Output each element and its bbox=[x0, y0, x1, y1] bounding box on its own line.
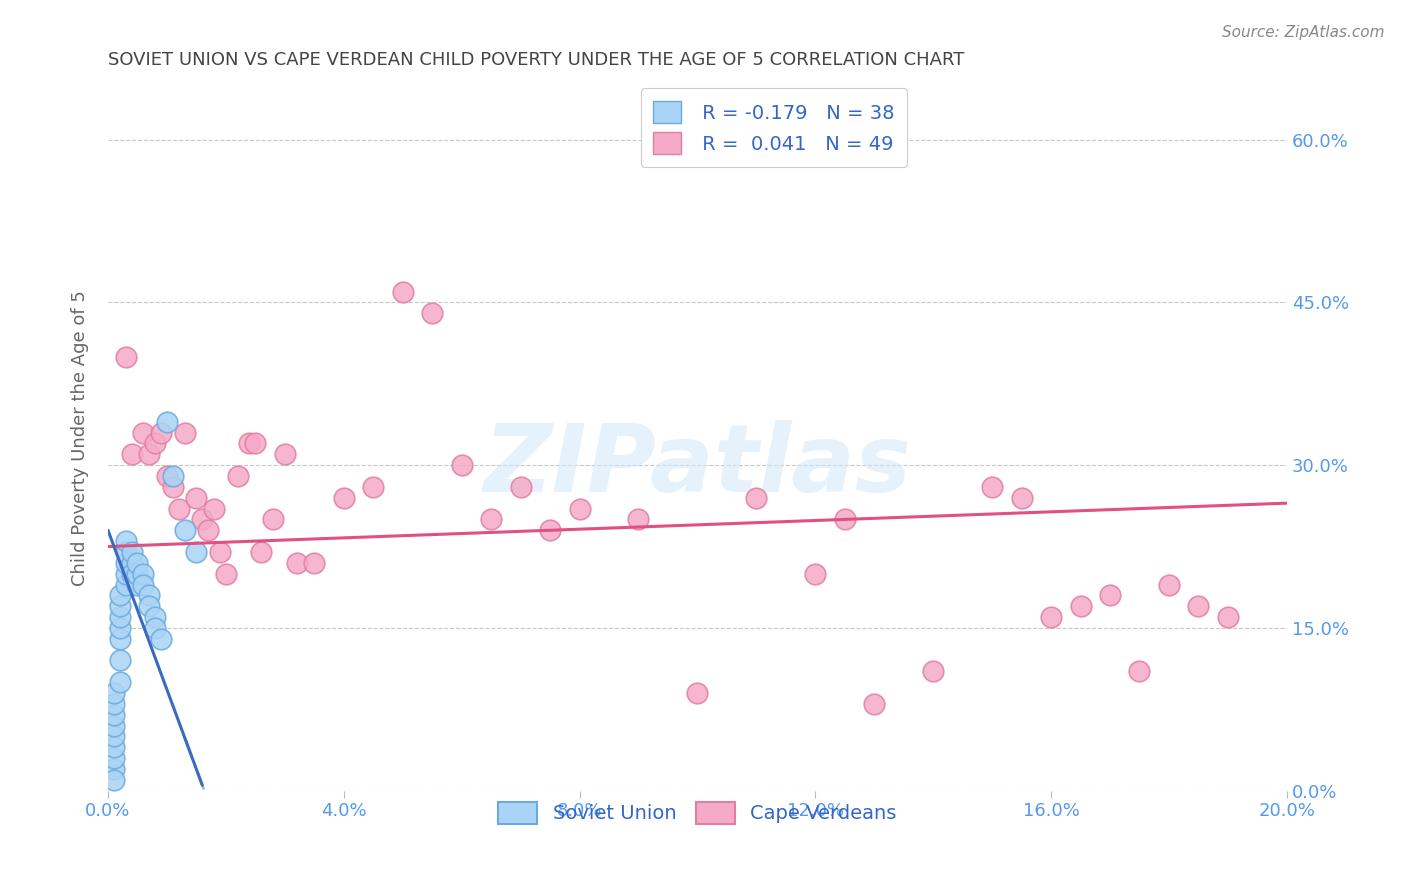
Point bbox=[121, 566, 143, 581]
Point bbox=[1157, 577, 1180, 591]
Point bbox=[479, 512, 502, 526]
Point bbox=[108, 653, 131, 667]
Point bbox=[391, 285, 413, 299]
Point bbox=[686, 686, 709, 700]
Point bbox=[114, 545, 136, 559]
Text: SOVIET UNION VS CAPE VERDEAN CHILD POVERTY UNDER THE AGE OF 5 CORRELATION CHART: SOVIET UNION VS CAPE VERDEAN CHILD POVER… bbox=[108, 51, 965, 69]
Legend: Soviet Union, Cape Verdeans: Soviet Union, Cape Verdeans bbox=[488, 792, 907, 834]
Point bbox=[922, 665, 945, 679]
Point bbox=[114, 350, 136, 364]
Point bbox=[108, 588, 131, 602]
Point bbox=[981, 480, 1004, 494]
Point bbox=[1187, 599, 1209, 614]
Point bbox=[1128, 665, 1150, 679]
Point bbox=[103, 751, 125, 765]
Point bbox=[568, 501, 591, 516]
Point bbox=[114, 577, 136, 591]
Point bbox=[108, 632, 131, 646]
Point bbox=[103, 686, 125, 700]
Y-axis label: Child Poverty Under the Age of 5: Child Poverty Under the Age of 5 bbox=[72, 290, 89, 586]
Point bbox=[361, 480, 384, 494]
Point bbox=[420, 306, 443, 320]
Point bbox=[103, 697, 125, 711]
Point bbox=[103, 762, 125, 776]
Point bbox=[127, 556, 149, 570]
Text: Source: ZipAtlas.com: Source: ZipAtlas.com bbox=[1222, 25, 1385, 40]
Point bbox=[162, 480, 184, 494]
Point bbox=[1070, 599, 1092, 614]
Point bbox=[745, 491, 768, 505]
Point bbox=[186, 491, 208, 505]
Text: ZIPatlas: ZIPatlas bbox=[484, 420, 911, 512]
Point bbox=[143, 436, 166, 450]
Point bbox=[156, 415, 179, 429]
Point bbox=[108, 675, 131, 690]
Point bbox=[804, 566, 827, 581]
Point bbox=[197, 523, 219, 537]
Point bbox=[238, 436, 260, 450]
Point bbox=[121, 545, 143, 559]
Point bbox=[202, 501, 225, 516]
Point bbox=[834, 512, 856, 526]
Point bbox=[114, 534, 136, 549]
Point bbox=[332, 491, 354, 505]
Point bbox=[138, 447, 160, 461]
Point bbox=[162, 469, 184, 483]
Point bbox=[250, 545, 273, 559]
Point bbox=[132, 577, 155, 591]
Point bbox=[173, 425, 195, 440]
Point bbox=[1216, 610, 1239, 624]
Point bbox=[143, 621, 166, 635]
Point bbox=[191, 512, 214, 526]
Point bbox=[208, 545, 231, 559]
Point bbox=[108, 610, 131, 624]
Point bbox=[108, 621, 131, 635]
Point bbox=[114, 556, 136, 570]
Point bbox=[156, 469, 179, 483]
Point bbox=[1040, 610, 1063, 624]
Point bbox=[538, 523, 561, 537]
Point bbox=[150, 632, 173, 646]
Point bbox=[143, 610, 166, 624]
Point bbox=[262, 512, 284, 526]
Point bbox=[173, 523, 195, 537]
Point bbox=[132, 566, 155, 581]
Point bbox=[274, 447, 297, 461]
Point bbox=[450, 458, 472, 473]
Point bbox=[103, 718, 125, 732]
Point bbox=[150, 425, 173, 440]
Point bbox=[103, 772, 125, 787]
Point bbox=[167, 501, 190, 516]
Point bbox=[103, 707, 125, 722]
Point bbox=[108, 599, 131, 614]
Point bbox=[1011, 491, 1033, 505]
Point bbox=[627, 512, 650, 526]
Point bbox=[138, 599, 160, 614]
Point bbox=[863, 697, 886, 711]
Point bbox=[114, 566, 136, 581]
Point bbox=[245, 436, 267, 450]
Point bbox=[121, 556, 143, 570]
Point bbox=[1098, 588, 1121, 602]
Point bbox=[121, 447, 143, 461]
Point bbox=[186, 545, 208, 559]
Point bbox=[127, 577, 149, 591]
Point bbox=[132, 425, 155, 440]
Point bbox=[103, 730, 125, 744]
Point bbox=[215, 566, 238, 581]
Point bbox=[103, 740, 125, 755]
Point bbox=[138, 588, 160, 602]
Point bbox=[127, 566, 149, 581]
Point bbox=[226, 469, 249, 483]
Point bbox=[285, 556, 308, 570]
Point bbox=[304, 556, 326, 570]
Point bbox=[509, 480, 531, 494]
